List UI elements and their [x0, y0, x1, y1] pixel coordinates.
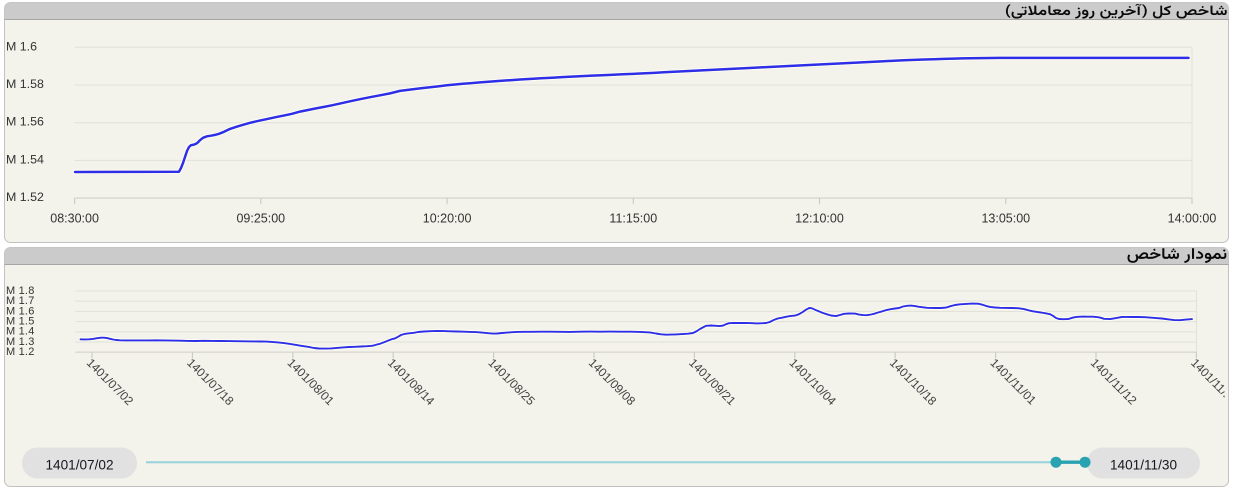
svg-text:M 1.2: M 1.2: [6, 346, 35, 358]
svg-text:1401/11/30: 1401/11/30: [1110, 457, 1177, 472]
svg-text:M 1.56: M 1.56: [6, 115, 44, 129]
svg-text:M 1.54: M 1.54: [6, 152, 44, 166]
svg-text:M 1.52: M 1.52: [6, 190, 44, 204]
svg-text:M 1.7: M 1.7: [6, 295, 35, 307]
svg-text:11:15:00: 11:15:00: [609, 211, 657, 225]
svg-text:10:20:00: 10:20:00: [423, 211, 472, 225]
svg-text:M 1.58: M 1.58: [6, 77, 44, 91]
svg-text:13:05:00: 13:05:00: [981, 211, 1030, 225]
svg-text:08:30:00: 08:30:00: [50, 211, 99, 225]
svg-text:14:00:00: 14:00:00: [1168, 211, 1217, 225]
svg-text:09:25:00: 09:25:00: [236, 211, 285, 225]
svg-text:1401/07/02: 1401/07/02: [45, 457, 113, 472]
svg-text:M 1.6: M 1.6: [6, 305, 35, 317]
svg-text:12:10:00: 12:10:00: [795, 211, 844, 225]
svg-text:M 1.5: M 1.5: [6, 316, 35, 328]
svg-text:M 1.6: M 1.6: [6, 39, 37, 53]
svg-text:M 1.4: M 1.4: [6, 326, 35, 338]
svg-text:M 1.3: M 1.3: [6, 336, 35, 348]
svg-text:M 1.8: M 1.8: [6, 285, 35, 297]
